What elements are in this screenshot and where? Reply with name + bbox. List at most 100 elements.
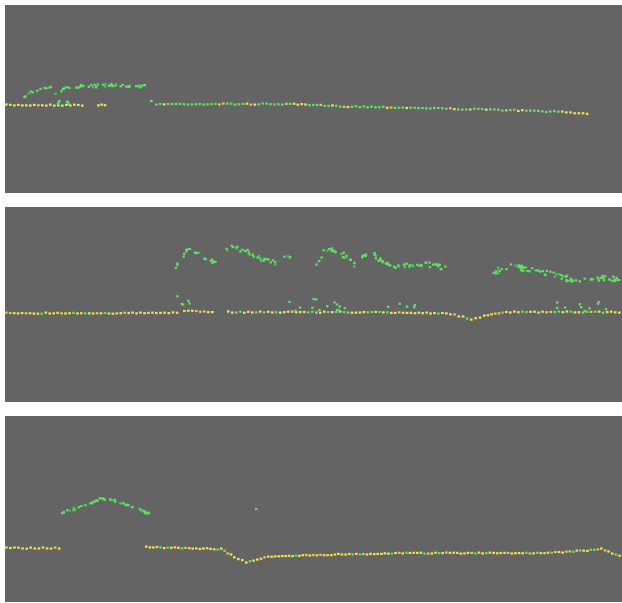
ground-point: [167, 312, 171, 315]
ground-point: [49, 547, 53, 550]
ground-point: [509, 109, 512, 112]
object-point: [77, 506, 80, 509]
ground-point: [441, 311, 444, 315]
ground-point: [123, 311, 126, 314]
ground-point: [355, 552, 358, 555]
object-point: [545, 269, 548, 273]
object-point: [604, 308, 608, 311]
object-point: [247, 250, 250, 253]
object-point: [392, 265, 396, 268]
object-point: [405, 305, 409, 308]
ground-point: [382, 105, 385, 108]
ground-point: [287, 554, 291, 557]
object-point: [176, 295, 179, 298]
object-point: [428, 266, 432, 269]
object-point: [29, 90, 32, 93]
object-point: [98, 497, 101, 500]
object-point: [79, 85, 82, 88]
ground-point: [582, 549, 586, 552]
object-point: [139, 86, 142, 89]
ground-point: [545, 110, 548, 114]
object-point: [186, 248, 189, 251]
object-point: [353, 261, 356, 264]
ground-point: [365, 553, 369, 556]
ground-point: [194, 103, 197, 106]
object-point: [500, 268, 503, 271]
ground-point: [111, 312, 115, 315]
ground-point: [393, 311, 397, 314]
object-point: [95, 499, 98, 502]
ground-point: [255, 311, 258, 314]
ground-point: [338, 105, 342, 108]
object-point: [101, 83, 105, 86]
ground-point: [57, 104, 60, 107]
object-point: [182, 255, 185, 258]
ground-point: [198, 547, 202, 551]
object-point: [147, 511, 151, 514]
ground-point: [374, 106, 377, 109]
ground-point: [186, 103, 190, 106]
object-point: [322, 249, 325, 252]
point-cloud-3: [5, 497, 621, 564]
ground-point: [397, 311, 401, 314]
ground-point: [614, 553, 618, 556]
ground-point: [412, 551, 415, 554]
object-point: [204, 258, 207, 261]
ground-point: [485, 552, 488, 555]
ground-point: [269, 103, 272, 106]
ground-point: [298, 554, 301, 557]
ground-point: [525, 310, 528, 314]
ground-point: [72, 311, 75, 314]
object-point: [496, 266, 500, 270]
object-point: [109, 498, 112, 501]
object-point: [616, 279, 619, 282]
object-point: [95, 85, 98, 88]
ground-point: [513, 108, 516, 111]
ground-point: [521, 310, 524, 313]
ground-point: [68, 312, 71, 315]
object-point: [440, 267, 443, 270]
object-point: [314, 298, 318, 301]
ground-point: [497, 312, 501, 315]
object-point: [526, 269, 529, 273]
ground-point: [177, 546, 180, 549]
object-point: [90, 83, 93, 87]
object-point: [518, 265, 522, 268]
object-point: [617, 278, 621, 282]
ground-point: [12, 312, 16, 315]
object-point: [601, 276, 605, 279]
ground-point: [501, 109, 504, 112]
ground-point: [48, 312, 51, 315]
ground-point: [358, 106, 362, 109]
ground-point: [308, 104, 311, 107]
ground-point: [573, 112, 576, 115]
object-point: [340, 252, 343, 255]
ground-point: [148, 546, 152, 549]
object-point: [413, 304, 417, 307]
ground-point: [162, 103, 166, 106]
ground-point: [485, 108, 488, 111]
ground-point: [178, 102, 182, 105]
ground-point: [323, 104, 327, 107]
object-point: [248, 253, 251, 256]
ground-point: [229, 102, 233, 105]
object-point: [517, 264, 521, 267]
ground-point: [537, 311, 540, 314]
ground-point: [13, 104, 16, 107]
ground-point: [40, 312, 44, 315]
object-point: [195, 251, 198, 255]
ground-point: [304, 103, 307, 106]
ground-point: [151, 311, 154, 314]
object-point: [397, 265, 400, 268]
ground-point: [17, 103, 20, 106]
object-point: [262, 259, 265, 262]
ground-point: [312, 553, 315, 557]
object-point: [174, 266, 178, 269]
ground-point: [417, 311, 421, 314]
object-point: [565, 275, 568, 278]
object-point: [230, 244, 233, 247]
ground-point: [209, 547, 212, 550]
object-point: [119, 502, 122, 505]
object-point: [520, 264, 523, 267]
object-point: [509, 263, 513, 266]
